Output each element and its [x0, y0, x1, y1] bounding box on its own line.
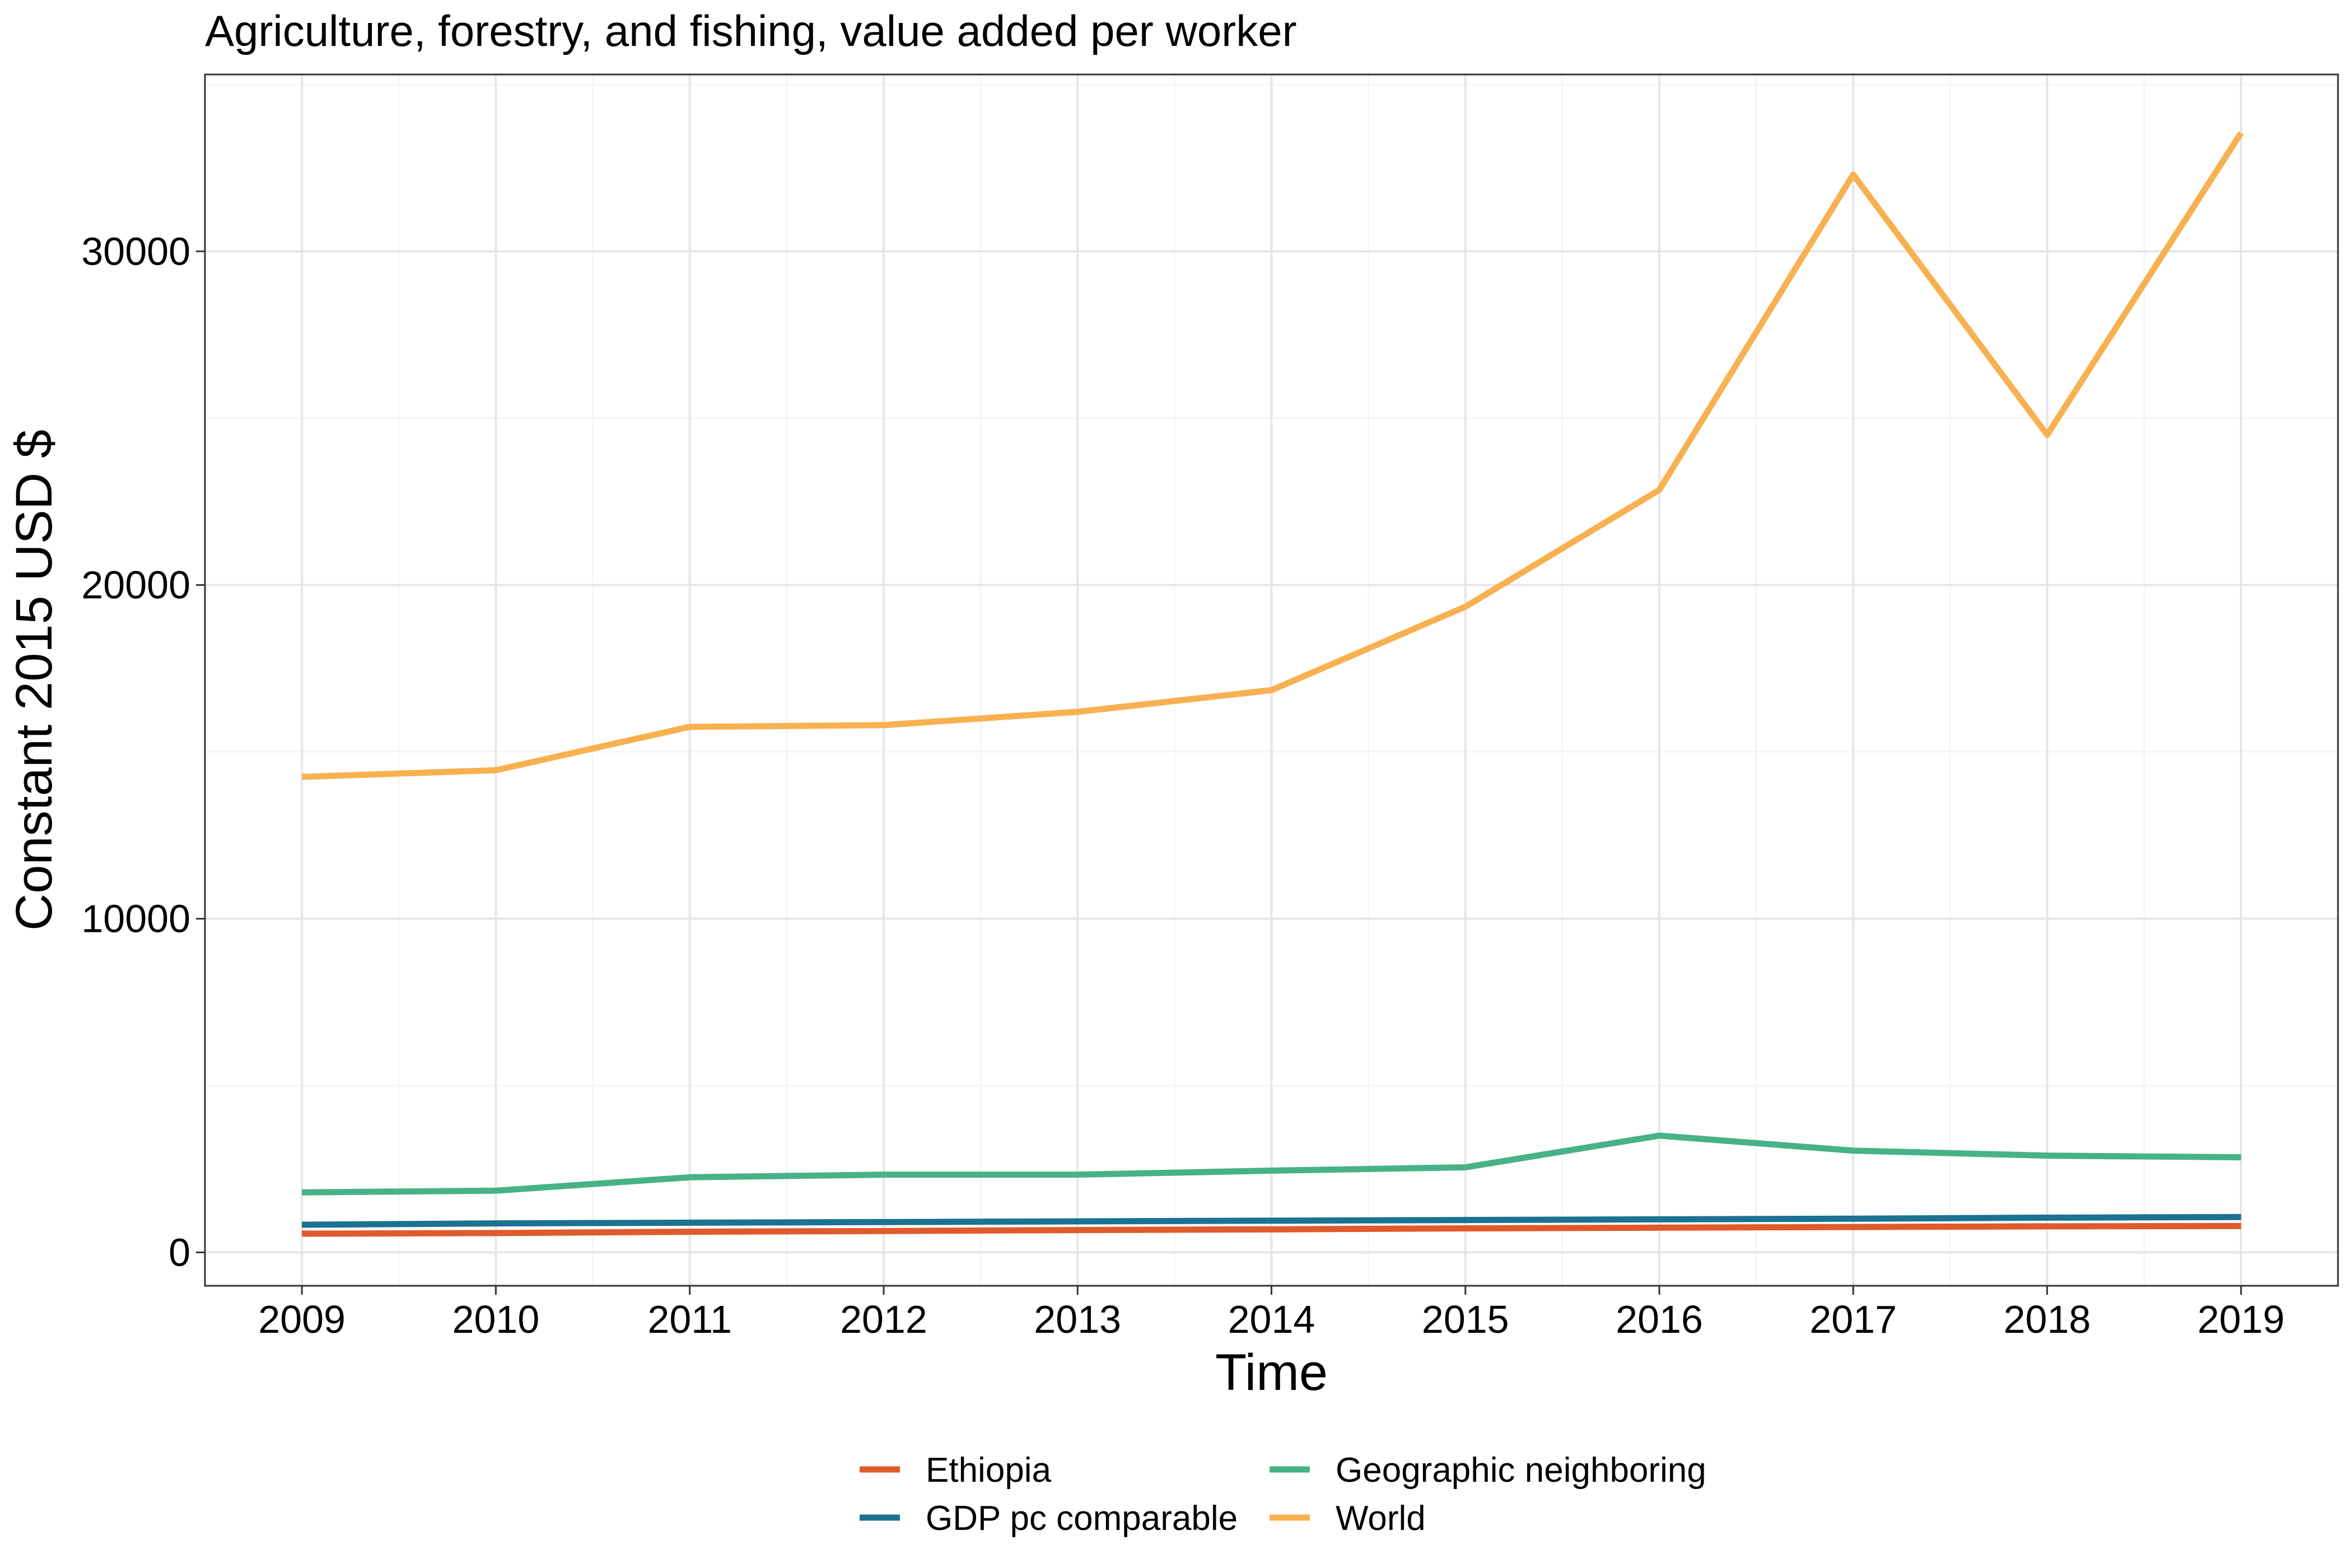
- y-tick-label: 0: [169, 1230, 190, 1274]
- x-tick-label: 2013: [1034, 1298, 1121, 1341]
- series-line-gdp-pc-comparable: [302, 1214, 2241, 1228]
- legend: Ethiopia GDP pc comparable Geographic neig…: [860, 1451, 1706, 1538]
- y-tick-label: 10000: [81, 897, 190, 941]
- x-tick-label: 2015: [1422, 1298, 1509, 1341]
- legend-item-ethiopia: Ethiopia: [860, 1451, 1052, 1490]
- x-tick-label: 2009: [258, 1298, 346, 1341]
- chart-title: Agriculture, forestry, and fishing, valu…: [205, 6, 1297, 55]
- series-line-geographic-neighboring: [302, 1132, 2241, 1196]
- legend-item-world: World: [1270, 1499, 1426, 1538]
- legend-label-world: World: [1336, 1499, 1426, 1538]
- y-tick-label: 20000: [81, 563, 190, 607]
- legend-label-gdp-pc-comparable: GDP pc comparable: [926, 1499, 1238, 1538]
- legend-label-geographic-neighboring: Geographic neighboring: [1336, 1451, 1706, 1490]
- x-tick-label: 2011: [647, 1298, 732, 1341]
- y-axis-title: Constant 2015 USD $: [6, 430, 63, 931]
- y-tick-label: 30000: [81, 230, 190, 273]
- x-tick-label: 2014: [1228, 1298, 1315, 1341]
- series-line-world: [301, 131, 2244, 780]
- series-lines: [301, 131, 2244, 1237]
- legend-item-gdp-pc-comparable: GDP pc comparable: [860, 1499, 1238, 1538]
- x-tick-label: 2016: [1616, 1298, 1703, 1341]
- axes: 0 10000 20000 30000 2009 2010 2011 2012 2013 2014…: [81, 230, 2284, 1341]
- x-tick-label: 2019: [2197, 1298, 2285, 1341]
- x-tick-label: 2012: [840, 1298, 927, 1341]
- grid: [205, 74, 2338, 1286]
- x-tick-label: 2018: [2004, 1298, 2091, 1341]
- legend-label-ethiopia: Ethiopia: [926, 1451, 1052, 1490]
- series-line-ethiopia: [302, 1222, 2241, 1237]
- x-axis-title: Time: [1215, 1344, 1328, 1401]
- x-tick-label: 2017: [1809, 1298, 1897, 1341]
- x-tick-label: 2010: [452, 1298, 540, 1341]
- legend-item-geographic-neighboring: Geographic neighboring: [1270, 1451, 1706, 1490]
